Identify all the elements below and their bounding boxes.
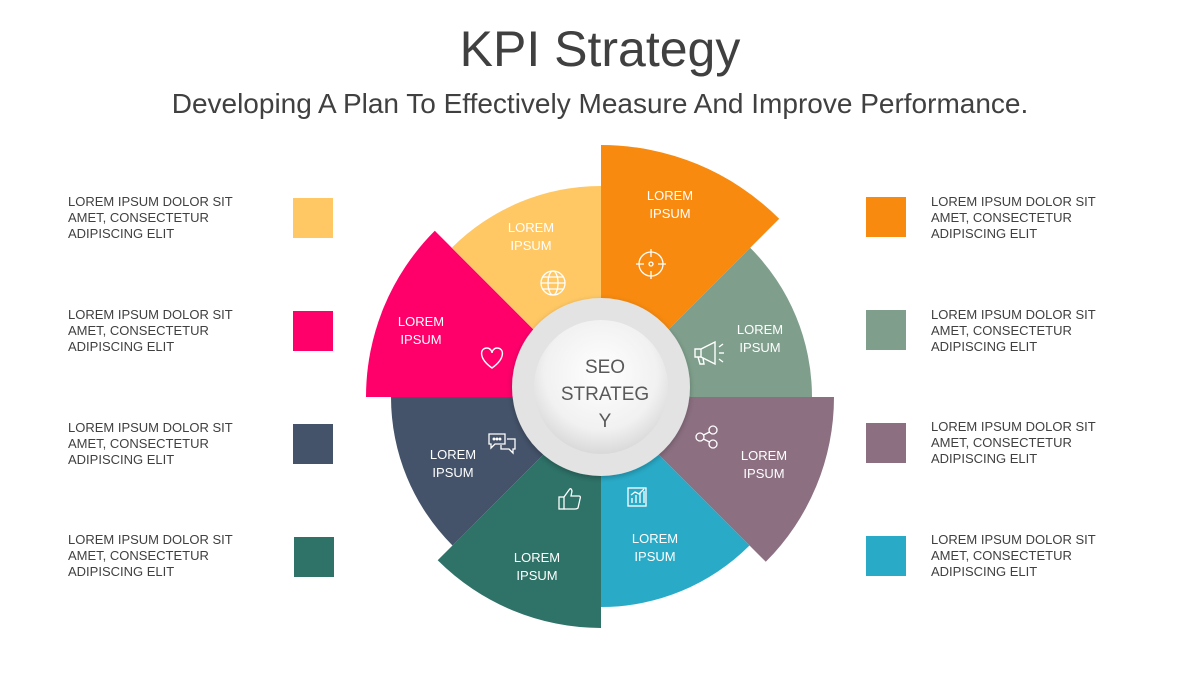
segment-teal-label-2: IPSUM	[516, 568, 557, 583]
page-title: KPI Strategy	[459, 21, 741, 77]
segment-yellow-label-1: LOREM	[508, 220, 554, 235]
megaphone-icon	[694, 340, 724, 366]
globe-icon	[540, 270, 566, 296]
legend-right-text-4: LOREM IPSUM DOLOR SIT AMET, CONSECTETUR …	[931, 532, 1096, 579]
legend-right-swatch-4	[866, 536, 906, 576]
chat-icon	[488, 433, 516, 455]
segment-mauve-label-2: IPSUM	[743, 466, 784, 481]
segment-cyan-label-2: IPSUM	[634, 549, 675, 564]
segment-pink-label-1: LOREM	[398, 314, 444, 329]
legend-right-swatch-1	[866, 197, 906, 237]
segment-orange-label-1: LOREM	[647, 188, 693, 203]
share-icon	[695, 425, 718, 449]
legend-right-swatch-2	[866, 310, 906, 350]
legend-left-text-1: LOREM IPSUM DOLOR SIT AMET, CONSECTETUR …	[68, 194, 233, 241]
legend-left-text-4: LOREM IPSUM DOLOR SIT AMET, CONSECTETUR …	[68, 532, 233, 579]
center-label-line-1: SEO	[585, 357, 625, 378]
segment-cyan-label-1: LOREM	[632, 531, 678, 546]
legend-left-text-3: LOREM IPSUM DOLOR SIT AMET, CONSECTETUR …	[68, 420, 233, 467]
bar-chart-icon	[627, 487, 647, 507]
segment-sage-label-2: IPSUM	[739, 340, 780, 355]
segment-teal-label-1: LOREM	[514, 550, 560, 565]
center-disc	[534, 320, 668, 454]
thumbs-up-icon	[558, 488, 581, 510]
legend-right-text-2: LOREM IPSUM DOLOR SIT AMET, CONSECTETUR …	[931, 307, 1096, 354]
segment-sage-label-1: LOREM	[737, 322, 783, 337]
center-label-line-2: STRATEG	[561, 384, 649, 405]
segment-mauve-label-1: LOREM	[741, 448, 787, 463]
center-label-line-3: Y	[599, 411, 612, 432]
legend-right-swatch-3	[866, 423, 906, 463]
legend-right-text-1: LOREM IPSUM DOLOR SIT AMET, CONSECTETUR …	[931, 194, 1096, 241]
legend-left-swatch-1	[293, 198, 333, 238]
segment-slate-label-2: IPSUM	[432, 465, 473, 480]
legend-left-text-2: LOREM IPSUM DOLOR SIT AMET, CONSECTETUR …	[68, 307, 233, 354]
segment-yellow-label-2: IPSUM	[510, 238, 551, 253]
segment-pink-label-2: IPSUM	[400, 332, 441, 347]
page-subtitle: Developing A Plan To Effectively Measure…	[171, 88, 1029, 119]
segment-slate-label-1: LOREM	[430, 447, 476, 462]
legend-left-swatch-4	[294, 537, 334, 577]
legend-left-swatch-2	[293, 311, 333, 351]
legend-right-text-3: LOREM IPSUM DOLOR SIT AMET, CONSECTETUR …	[931, 419, 1096, 466]
heart-icon	[480, 347, 504, 369]
icons-group	[480, 249, 724, 510]
target-icon	[636, 249, 666, 279]
legend-left-swatch-3	[293, 424, 333, 464]
segment-orange-label-2: IPSUM	[649, 206, 690, 221]
